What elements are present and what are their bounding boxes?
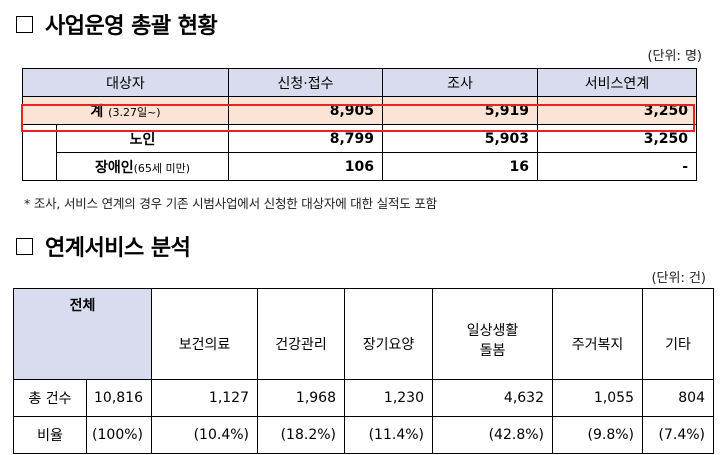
cell-value: (18.2%) <box>257 416 345 454</box>
section1-title: 사업운영 총괄 현황 <box>45 14 218 39</box>
cell-value: 1,230 <box>344 379 433 417</box>
cell-value: 106 <box>228 152 383 181</box>
cell-value: (10.4%) <box>151 416 258 454</box>
cell-value: - <box>537 152 697 181</box>
header-health-care: 보건의료 <box>151 288 258 380</box>
header-service-link: 서비스연계 <box>537 68 697 97</box>
header-survey: 조사 <box>382 68 538 97</box>
row-label: 노인 <box>56 124 229 153</box>
table-row: 노인 8,799 5,903 3,250 <box>22 124 697 181</box>
header-health-management: 건강관리 <box>257 288 345 380</box>
row-label: 비율 <box>13 416 87 454</box>
total-application: 8,905 <box>228 96 383 125</box>
header-target: 대상자 <box>22 68 229 97</box>
cell-value: 804 <box>642 379 714 417</box>
header-long-term-care: 장기요양 <box>344 288 433 380</box>
cell-value: (7.4%) <box>642 416 714 454</box>
row-total: 10,816 <box>86 379 152 417</box>
cell-value: 1,055 <box>552 379 643 417</box>
table-header-row: 전체 보건의료 건강관리 장기요양 일상생활 돌봄 주거복지 기타 <box>13 288 714 380</box>
cell-value: 1,968 <box>257 379 345 417</box>
table-row: 비율 (100%) (10.4%) (18.2%) (11.4%) (42.8%… <box>13 416 714 454</box>
row-label: 총 건수 <box>13 379 87 417</box>
row-total: (100%) <box>86 416 152 454</box>
footnote: * 조사, 서비스 연계의 경우 기존 시범사업에서 신청한 대상자에 대한 실… <box>24 196 437 211</box>
section2-unit: (단위: 건) <box>651 271 706 286</box>
row-label: 장애인 <box>94 159 134 176</box>
section1-unit: (단위: 명) <box>647 49 702 64</box>
cell-value: 3,250 <box>537 124 697 153</box>
cell-value: 8,799 <box>228 124 383 153</box>
section2-title: 연계서비스 분석 <box>45 236 191 261</box>
checkbox-square-icon <box>16 237 33 255</box>
table-row: 총 건수 10,816 1,127 1,968 1,230 4,632 1,05… <box>13 379 714 417</box>
operation-summary-table: 대상자 신청·접수 조사 서비스연계 계 (3.27일~) 8,905 5,91… <box>22 68 697 181</box>
checkbox-square-icon <box>16 15 33 33</box>
cell-value: 5,903 <box>382 124 538 153</box>
header-housing-welfare: 주거복지 <box>552 288 643 380</box>
row-label-sub: (65세 미만) <box>133 161 191 175</box>
total-service-link: 3,250 <box>537 96 697 125</box>
section2-heading: 연계서비스 분석 <box>16 230 191 262</box>
table-header-row: 대상자 신청·접수 조사 서비스연계 <box>22 68 697 97</box>
cell-value: (9.8%) <box>552 416 643 454</box>
row-label-cell: 장애인(65세 미만) <box>56 152 229 181</box>
cell-value: (11.4%) <box>344 416 433 454</box>
header-daily-care-cell: 일상생활 돌봄 <box>432 288 553 380</box>
total-row: 계 (3.27일~) 8,905 5,919 3,250 <box>22 96 697 125</box>
indent-cell <box>22 124 57 181</box>
header-care: 돌봄 <box>479 343 506 359</box>
cell-value: 1,127 <box>151 379 258 417</box>
total-label-cell: 계 (3.27일~) <box>22 96 229 125</box>
table-row: 장애인(65세 미만) 106 16 - <box>23 152 697 181</box>
linked-service-table: 전체 보건의료 건강관리 장기요양 일상생활 돌봄 주거복지 기타 총 건수 1… <box>13 288 714 454</box>
section1-heading: 사업운영 총괄 현황 <box>16 8 218 40</box>
cell-value: 4,632 <box>432 379 553 417</box>
cell-value: (42.8%) <box>432 416 553 454</box>
cell-value: 16 <box>382 152 538 181</box>
total-label: 계 <box>90 103 104 120</box>
header-application: 신청·접수 <box>228 68 383 97</box>
header-daily-life: 일상생활 <box>466 323 519 339</box>
header-total: 전체 <box>13 288 152 380</box>
header-other: 기타 <box>642 288 714 380</box>
total-survey: 5,919 <box>382 96 538 125</box>
total-sub: (3.27일~) <box>108 105 161 119</box>
